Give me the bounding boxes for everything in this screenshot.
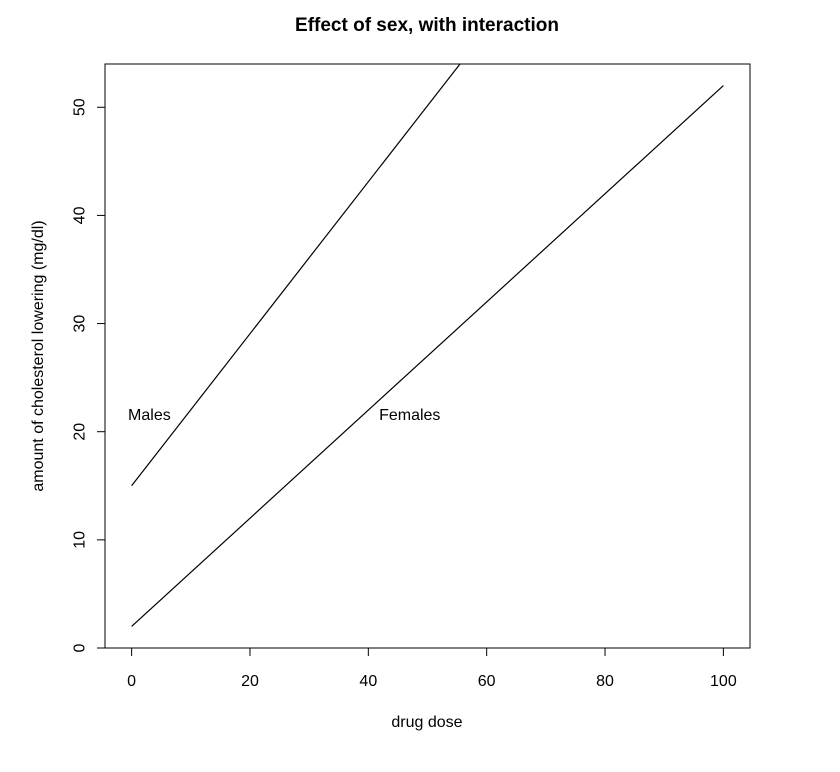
y-axis-label: amount of cholesterol lowering (mg/dl) xyxy=(30,220,47,491)
series-line-1 xyxy=(131,63,461,487)
y-tick-label: 0 xyxy=(72,643,89,652)
x-tick-label: 0 xyxy=(127,673,136,690)
annotation-males: Males xyxy=(128,407,171,424)
x-axis-label: drug dose xyxy=(391,714,462,731)
x-tick-label: 20 xyxy=(241,673,259,690)
x-axis: 0 20 40 60 80 100 xyxy=(127,647,737,690)
series-layer xyxy=(131,63,724,627)
x-tick-label: 80 xyxy=(596,673,614,690)
x-tick-label: 100 xyxy=(710,673,737,690)
chart-title: Effect of sex, with interaction xyxy=(295,15,559,36)
annotation-females: Females xyxy=(379,407,440,424)
x-tick-label: 40 xyxy=(359,673,377,690)
x-tick-label: 60 xyxy=(478,673,496,690)
annotation-layer: Males Females xyxy=(128,407,440,424)
y-tick-label: 20 xyxy=(72,423,89,441)
y-tick-label: 10 xyxy=(72,531,89,549)
y-axis: 0 10 20 30 40 50 xyxy=(72,98,106,652)
y-tick-label: 40 xyxy=(72,206,89,224)
series-line-2 xyxy=(131,85,724,627)
y-tick-label: 30 xyxy=(72,315,89,333)
y-tick-label: 50 xyxy=(72,98,89,116)
